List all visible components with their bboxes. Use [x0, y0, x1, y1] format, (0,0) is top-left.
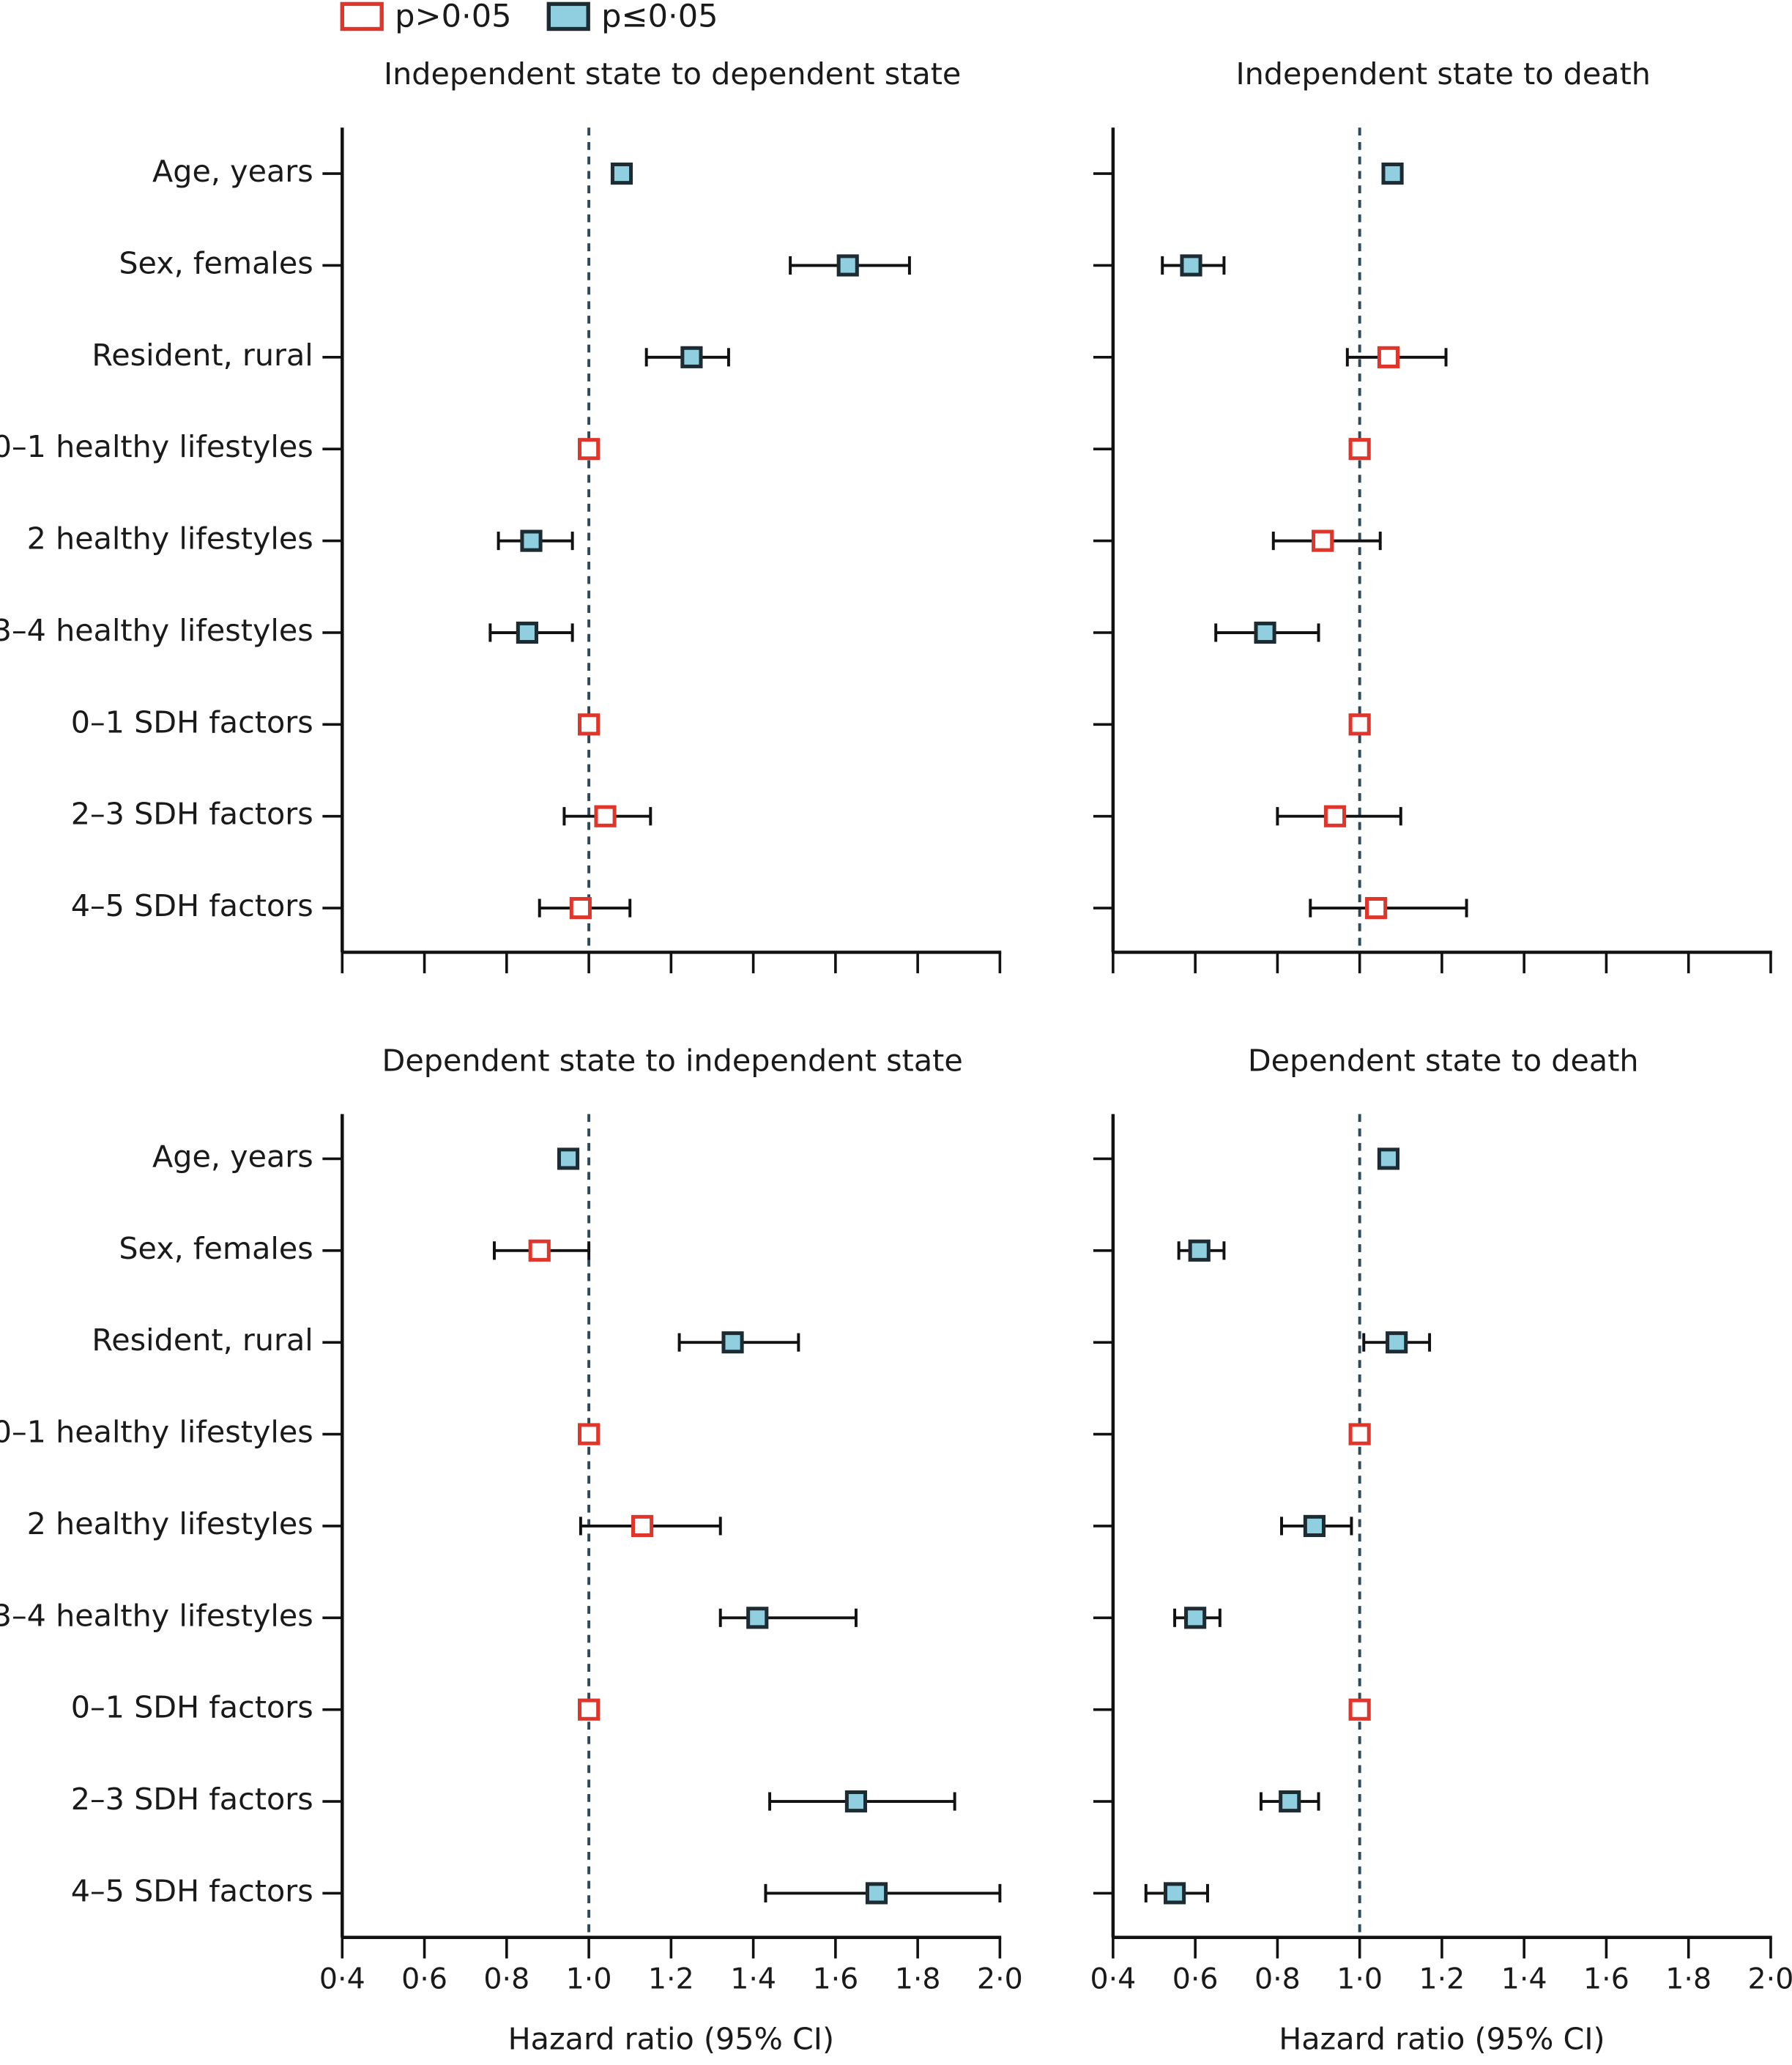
- point-estimate: [578, 438, 601, 461]
- category-label: Resident, rural: [92, 338, 313, 373]
- x-tick-label: 0·4: [319, 1962, 365, 1996]
- category-label: Age, years: [152, 1139, 313, 1174]
- x-tick-label: 0·6: [1172, 1962, 1219, 1996]
- legend-swatch: [340, 1, 384, 31]
- point-estimate: [1312, 529, 1334, 552]
- point-estimate: [865, 1882, 888, 1905]
- point-estimate: [578, 1698, 601, 1721]
- legend-label: p≤0·05: [601, 0, 718, 35]
- category-label: 0–1 SDH factors: [71, 1690, 313, 1725]
- x-tick-label: 0·8: [483, 1962, 529, 1996]
- category-label: 4–5 SDH factors: [71, 1873, 313, 1908]
- point-estimate: [844, 1790, 868, 1813]
- x-tick-label: 0·6: [401, 1962, 447, 1996]
- category-label: 3–4 healthy lifestyles: [0, 1598, 313, 1633]
- x-axis-label: Hazard ratio (95% CI): [508, 2022, 834, 2057]
- point-estimate: [557, 1147, 580, 1170]
- category-label: Resident, rural: [92, 1322, 313, 1358]
- panel-title: Independent state to dependent state: [384, 56, 961, 92]
- point-estimate: [1180, 254, 1202, 277]
- x-tick-label: 1·8: [895, 1962, 941, 1996]
- point-estimate: [1279, 1790, 1301, 1813]
- point-estimate: [1323, 805, 1347, 827]
- point-estimate: [1184, 1607, 1207, 1629]
- point-estimate: [578, 1423, 601, 1446]
- category-label: 4–5 SDH factors: [71, 888, 313, 923]
- point-estimate: [1377, 1147, 1400, 1170]
- x-tick-label: 1·4: [730, 1962, 776, 1996]
- panel-title: Independent state to death: [1235, 56, 1651, 92]
- point-estimate: [1163, 1882, 1186, 1905]
- category-label: 0–1 healthy lifestyles: [0, 1415, 313, 1450]
- point-estimate: [1303, 1514, 1326, 1538]
- x-tick-label: 0·8: [1254, 1962, 1301, 1996]
- point-estimate: [520, 529, 543, 552]
- point-estimate: [1254, 621, 1276, 644]
- point-estimate: [1348, 1423, 1371, 1446]
- point-estimate: [610, 163, 633, 185]
- x-tick-label: 1·0: [566, 1962, 612, 1996]
- point-estimate: [594, 805, 617, 827]
- point-estimate: [569, 896, 592, 920]
- point-estimate: [631, 1514, 654, 1538]
- x-tick-label: 1·8: [1665, 1962, 1711, 1996]
- point-estimate: [1188, 1239, 1211, 1262]
- x-axis-label: Hazard ratio (95% CI): [1279, 2022, 1605, 2057]
- category-label: 3–4 healthy lifestyles: [0, 613, 313, 648]
- x-tick-label: 2·0: [1748, 1962, 1792, 1996]
- point-estimate: [1381, 163, 1404, 185]
- legend-label: p>0·05: [395, 0, 511, 35]
- panel-title: Dependent state to independent state: [382, 1043, 963, 1078]
- point-estimate: [1348, 438, 1371, 461]
- legend-swatch: [546, 1, 590, 31]
- point-estimate: [516, 621, 538, 644]
- x-tick-label: 2·0: [977, 1962, 1023, 1996]
- category-label: 2–3 SDH factors: [71, 1782, 313, 1817]
- category-label: 0–1 healthy lifestyles: [0, 429, 313, 464]
- x-tick-label: 1·2: [1419, 1962, 1465, 1996]
- x-tick-label: 0·4: [1090, 1962, 1136, 1996]
- point-estimate: [1365, 896, 1388, 920]
- category-label: 2–3 SDH factors: [71, 797, 313, 832]
- point-estimate: [1348, 1698, 1371, 1721]
- category-label: Age, years: [152, 154, 313, 189]
- point-estimate: [836, 254, 859, 277]
- point-estimate: [1348, 713, 1371, 736]
- point-estimate: [578, 713, 601, 736]
- point-estimate: [1377, 346, 1400, 368]
- category-label: 2 healthy lifestyles: [27, 1506, 313, 1541]
- category-label: Sex, females: [119, 1231, 313, 1266]
- category-label: Sex, females: [119, 245, 313, 280]
- point-estimate: [528, 1239, 551, 1262]
- category-label: 2 healthy lifestyles: [27, 521, 313, 557]
- x-tick-label: 1·6: [812, 1962, 858, 1996]
- x-tick-label: 1·2: [648, 1962, 694, 1996]
- point-estimate: [721, 1331, 744, 1354]
- point-estimate: [746, 1607, 769, 1629]
- x-tick-label: 1·4: [1501, 1962, 1547, 1996]
- x-tick-label: 1·0: [1336, 1962, 1383, 1996]
- point-estimate: [680, 346, 703, 368]
- x-tick-label: 1·6: [1583, 1962, 1629, 1996]
- panel-title: Dependent state to death: [1248, 1043, 1639, 1078]
- point-estimate: [1386, 1331, 1408, 1354]
- category-label: 0–1 SDH factors: [71, 704, 313, 740]
